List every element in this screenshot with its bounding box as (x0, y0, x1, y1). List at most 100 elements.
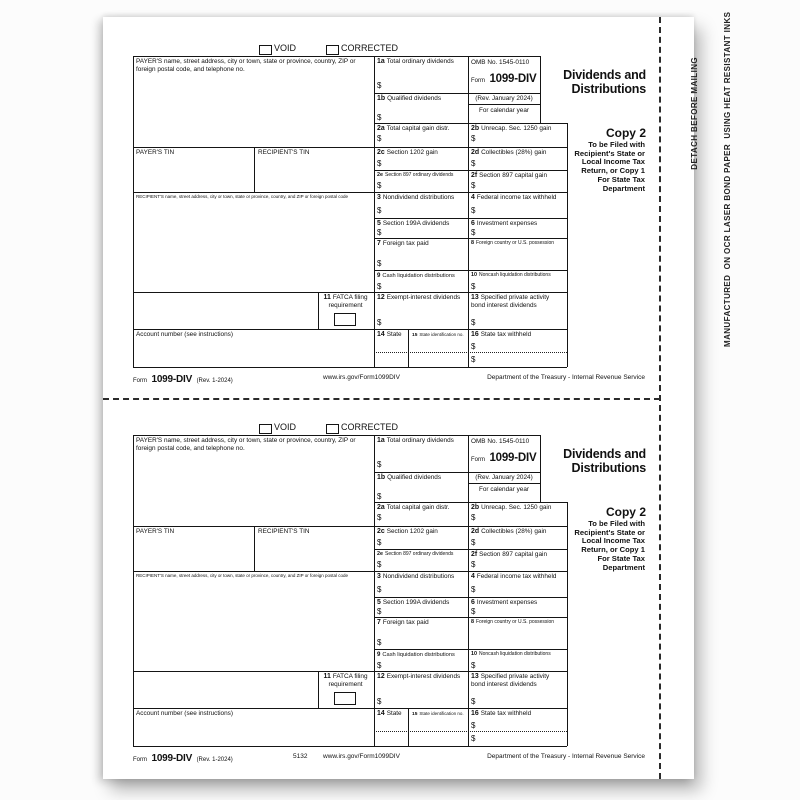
box-6-label: 6 Investment expenses (471, 599, 538, 606)
copy-note-line: Department (602, 562, 645, 572)
payer-tin-label: PAYER'S TIN (136, 149, 175, 156)
border-line (133, 367, 567, 368)
dollar-sign: $ (377, 460, 382, 469)
dollar-sign: $ (377, 228, 382, 237)
form-number: 1099-DIV (489, 73, 537, 85)
copy-note-line: To be Filed with (588, 140, 645, 149)
footer-form-number: 1099-DIV (151, 753, 193, 764)
entry-dotted-line (374, 731, 567, 732)
footer-form-word: Form (133, 757, 147, 763)
form-title-line1: Dividends and (563, 447, 646, 461)
box-2e-label: 2e Section 897 ordinary dividends (377, 551, 454, 557)
box-12-label: 12 Exempt-interest dividends (377, 673, 461, 680)
dollar-sign: $ (471, 159, 476, 168)
border-line (374, 502, 567, 503)
edge-print-line2: MANUFACTURED ON OCR LASER BOND PAPER USI… (723, 11, 732, 347)
perforation-horizontal (103, 398, 660, 400)
box-11-label: 11 FATCA filing requirement (323, 673, 368, 689)
dollar-sign: $ (377, 206, 382, 215)
copy-note-line: Recipient's State or (574, 148, 645, 158)
border-line (540, 435, 541, 502)
border-line (133, 526, 567, 527)
box-1a-label: 1a Total ordinary dividends (377, 58, 454, 65)
corrected-label: CORRECTED (341, 422, 399, 432)
fatca-checkbox (334, 313, 356, 326)
box-8-label: 8 Foreign country or U.S. possession (471, 619, 555, 625)
form-word: Form (471, 78, 485, 84)
border-line (133, 192, 567, 193)
footer-dept: Department of the Treasury - Internal Re… (487, 374, 645, 381)
omb-number: OMB No. 1545-0110 (471, 59, 530, 66)
footer-form-word: Form (133, 378, 147, 384)
form-title-line2: Distributions (571, 460, 647, 475)
box-12-label: 12 Exempt-interest dividends (377, 294, 461, 301)
copy-note-line: Return, or Copy 1 (581, 166, 645, 176)
dollar-sign: $ (377, 113, 382, 122)
payer-tin-label: PAYER'S TIN (136, 528, 175, 535)
border-line (567, 123, 568, 367)
dollar-sign: $ (471, 134, 476, 143)
box-14-label: 14 State (377, 710, 402, 717)
box-2a-label: 2a Total capital gain distr. (377, 125, 450, 132)
border-line (133, 708, 567, 709)
border-line (468, 56, 469, 367)
box-4-label: 4 Federal income tax withheld (471, 573, 557, 580)
footer-url: www.irs.gov/Form1099DIV (323, 753, 400, 760)
box-2d-label: 2d Collectibles (28%) gain (471, 528, 547, 535)
box-16-label: 16 State tax withheld (471, 331, 532, 338)
box-2d-label: 2d Collectibles (28%) gain (471, 149, 547, 156)
box-1a-label: 1a Total ordinary dividends (377, 437, 454, 444)
box-13-label: 13 Specified private activity bond intere… (471, 673, 550, 689)
void-label: VOID (274, 43, 297, 53)
copy-note-line: Local Income Tax (581, 536, 645, 546)
dollar-sign: $ (377, 513, 382, 522)
copy-note: To be Filed with Recipient's State or Lo… (533, 140, 645, 193)
void-checkbox (259, 45, 272, 55)
copy-note-line: Local Income Tax (581, 157, 645, 167)
box-5-label: 5 Section 199A dividends (377, 599, 450, 606)
dollar-sign: $ (471, 318, 476, 327)
box-16-label: 16 State tax withheld (471, 710, 532, 717)
void-checkbox (259, 424, 272, 434)
print-code: 5132 (293, 753, 308, 760)
payer-info-label: PAYER'S name, street address, city or to… (136, 437, 356, 452)
footer-form-id: Form 1099-DIV (Rev. 1-2024) (133, 748, 233, 766)
box-2c-label: 2c Section 1202 gain (377, 528, 438, 535)
copy-designation: Copy 2 (605, 126, 646, 140)
form-number-big: Form 1099-DIV (471, 448, 537, 466)
footer-form-number: 1099-DIV (151, 374, 193, 385)
border-line (318, 292, 319, 329)
border-line (567, 502, 568, 746)
dollar-sign: $ (471, 355, 476, 364)
recipient-info-label: RECIPIENT'S name, street address, city o… (136, 194, 349, 199)
dollar-sign: $ (471, 607, 476, 616)
dollar-sign: $ (377, 282, 382, 291)
box-13-label: 13 Specified private activity bond intere… (471, 294, 550, 310)
revision-label: (Rev. January 2024) (475, 474, 533, 481)
dollar-sign: $ (471, 206, 476, 215)
copy-note-line: To be Filed with (588, 519, 645, 528)
copy-note-line: Department (602, 183, 645, 193)
calendar-year-label: For calendar year (478, 107, 530, 114)
border-line (374, 435, 375, 746)
border-line (133, 746, 567, 747)
box-10-label: 10 Noncash liquidation distributions (471, 272, 551, 278)
recipient-tin-label: RECIPIENT'S TIN (258, 528, 310, 535)
perforation-vertical (659, 17, 661, 779)
dollar-sign: $ (471, 734, 476, 743)
box-9-label: 9 Cash liquidation distributions (377, 651, 455, 658)
dollar-sign: $ (377, 159, 382, 168)
box-4-label: 4 Federal income tax withheld (471, 194, 557, 201)
fatca-checkbox (334, 692, 356, 705)
border-line (133, 292, 567, 293)
box-6-label: 6 Investment expenses (471, 220, 538, 227)
border-line (374, 56, 375, 367)
copy-note: To be Filed with Recipient's State or Lo… (533, 519, 645, 572)
border-line (133, 435, 540, 436)
revision-label: (Rev. January 2024) (475, 95, 533, 102)
border-line (254, 147, 255, 192)
border-line (374, 170, 567, 171)
box-14-label: 14 State (377, 331, 402, 338)
dollar-sign: $ (471, 585, 476, 594)
border-line (374, 238, 567, 239)
